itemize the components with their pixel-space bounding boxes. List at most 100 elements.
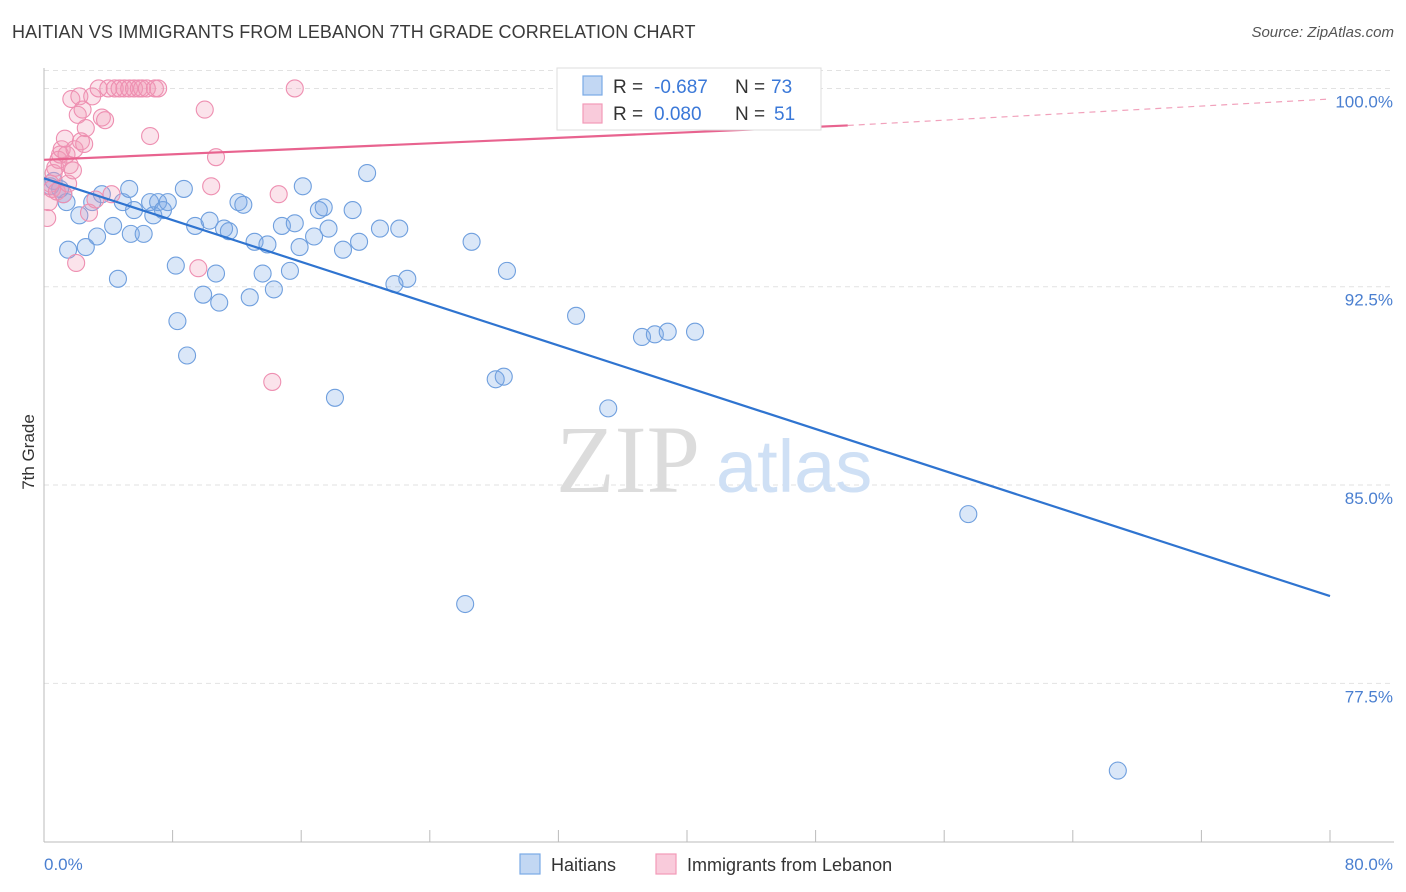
- legend-label-lebanon: Immigrants from Lebanon: [687, 855, 892, 875]
- point-haitians: [200, 211, 219, 230]
- point-lebanon: [269, 185, 288, 204]
- gridlines: [44, 69, 1394, 684]
- point-lebanon: [120, 79, 139, 98]
- legend: Haitians Immigrants from Lebanon: [519, 853, 892, 875]
- point-lebanon: [195, 100, 214, 119]
- point-lebanon: [115, 79, 134, 98]
- point-haitians: [166, 256, 185, 275]
- trend-line-haitians: [43, 177, 1331, 598]
- y-tick-label: 100.0%: [1335, 92, 1393, 111]
- point-haitians: [280, 261, 299, 280]
- x-tick-label: 0.0%: [44, 855, 83, 874]
- point-lebanon: [149, 79, 168, 98]
- stats-n-label-lebanon: N =: [735, 104, 765, 125]
- point-haitians: [264, 280, 283, 299]
- point-haitians: [158, 193, 177, 212]
- point-lebanon: [73, 100, 92, 119]
- point-haitians: [309, 201, 328, 220]
- point-haitians: [174, 179, 193, 198]
- point-haitians: [456, 594, 475, 614]
- stats-n-value-lebanon: 51: [774, 104, 795, 125]
- point-haitians: [358, 164, 377, 183]
- point-haitians: [219, 222, 238, 241]
- point-haitians: [121, 224, 140, 243]
- point-lebanon: [76, 119, 95, 138]
- point-haitians: [305, 227, 324, 246]
- point-haitians: [87, 227, 107, 246]
- legend-swatch-lebanon: [655, 853, 677, 875]
- point-lebanon: [75, 134, 94, 154]
- point-haitians: [462, 232, 481, 251]
- watermark-atlas: atlas: [716, 425, 872, 508]
- source-credit: Source: ZipAtlas.com: [1251, 24, 1394, 41]
- chart-title: HAITIAN VS IMMIGRANTS FROM LEBANON 7TH G…: [12, 22, 696, 42]
- point-lebanon: [133, 79, 152, 98]
- point-haitians: [240, 288, 259, 307]
- point-haitians: [497, 261, 517, 280]
- point-lebanon: [263, 372, 282, 391]
- point-lebanon: [63, 161, 82, 180]
- point-haitians: [234, 195, 253, 214]
- y-tick-label: 92.5%: [1345, 291, 1393, 310]
- point-haitians: [567, 306, 586, 325]
- stats-swatch-haitians: [582, 75, 603, 96]
- point-haitians: [76, 238, 95, 257]
- point-haitians: [120, 179, 139, 198]
- point-haitians: [398, 269, 417, 288]
- stats-n-value-haitians: 73: [771, 77, 792, 98]
- point-haitians: [285, 214, 304, 233]
- point-haitians: [104, 216, 123, 235]
- point-haitians: [108, 269, 127, 288]
- stats-r-value-lebanon: 0.080: [654, 104, 702, 125]
- point-haitians: [229, 193, 248, 212]
- point-haitians: [319, 219, 338, 238]
- legend-swatch-haitians: [519, 853, 541, 875]
- stats-n-label-haitians: N =: [735, 77, 765, 98]
- point-lebanon: [141, 126, 160, 146]
- y-tick-label: 77.5%: [1345, 687, 1393, 706]
- point-lebanon: [44, 208, 57, 228]
- point-lebanon: [68, 105, 87, 124]
- trend-line-lebanon-extension: [847, 98, 1331, 127]
- x-tick-labels: 0.0% 80.0%: [44, 855, 1393, 874]
- stats-r-label-haitians: R =: [613, 77, 643, 98]
- point-haitians: [599, 399, 618, 418]
- point-haitians: [206, 264, 226, 283]
- point-haitians: [494, 367, 513, 386]
- point-lebanon: [96, 111, 115, 130]
- point-haitians: [685, 322, 705, 341]
- point-haitians: [658, 322, 677, 341]
- legend-label-haitians: Haitians: [551, 855, 616, 875]
- point-haitians: [168, 312, 187, 331]
- point-haitians: [178, 346, 197, 365]
- point-lebanon: [86, 190, 105, 209]
- y-tick-labels: 77.5% 85.0% 92.5% 100.0%: [1335, 92, 1393, 706]
- point-lebanon: [285, 79, 304, 98]
- point-lebanon: [52, 140, 71, 159]
- point-haitians: [370, 219, 390, 238]
- point-haitians: [350, 232, 369, 251]
- trend-lines: [43, 98, 1331, 598]
- point-haitians: [314, 198, 333, 217]
- point-haitians: [134, 224, 153, 243]
- trend-line-lebanon: [43, 124, 848, 161]
- point-lebanon: [105, 79, 124, 98]
- axes: [43, 68, 1394, 843]
- point-haitians: [1108, 761, 1127, 780]
- point-haitians: [293, 177, 312, 196]
- point-lebanon: [92, 108, 111, 127]
- point-lebanon: [110, 79, 129, 98]
- x-tick-label: 80.0%: [1345, 855, 1393, 874]
- stats-r-value-haitians: -0.687: [654, 77, 708, 98]
- point-lebanon: [202, 177, 221, 196]
- point-haitians: [325, 388, 345, 407]
- point-haitians: [390, 219, 409, 238]
- point-haitians: [343, 201, 362, 220]
- point-haitians: [194, 285, 213, 304]
- stats-swatch-lebanon: [582, 103, 603, 124]
- y-tick-label: 85.0%: [1345, 489, 1393, 508]
- y-axis-label: 7th Grade: [19, 414, 38, 490]
- point-haitians: [59, 240, 78, 259]
- point-lebanon: [189, 259, 208, 278]
